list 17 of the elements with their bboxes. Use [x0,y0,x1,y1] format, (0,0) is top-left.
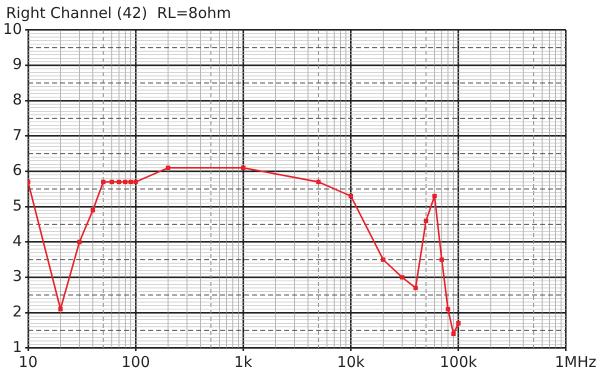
x-tick-label: 1k [234,352,253,371]
y-tick-label: 10 [2,20,22,38]
y-tick-label: 6 [12,161,22,180]
x-tick-label: 1M [554,352,578,371]
y-tick-label: 8 [12,90,22,109]
chart-title: Right Channel (42) RL=8ohm [6,4,232,22]
y-tick-label: 1 [12,338,22,356]
y-tick-label: 4 [12,232,22,250]
x-tick-label: 100k [440,352,478,371]
y-tick-label: 5 [12,196,22,215]
y-tick-label: 7 [12,126,22,144]
x-tick-label: 100 [121,352,150,371]
x-tick-label: 10k [336,352,366,371]
x-axis-title: Hz [577,352,597,371]
y-tick-label: 3 [12,267,22,286]
y-tick-label: 2 [12,302,22,321]
y-tick-label: 9 [12,55,22,74]
